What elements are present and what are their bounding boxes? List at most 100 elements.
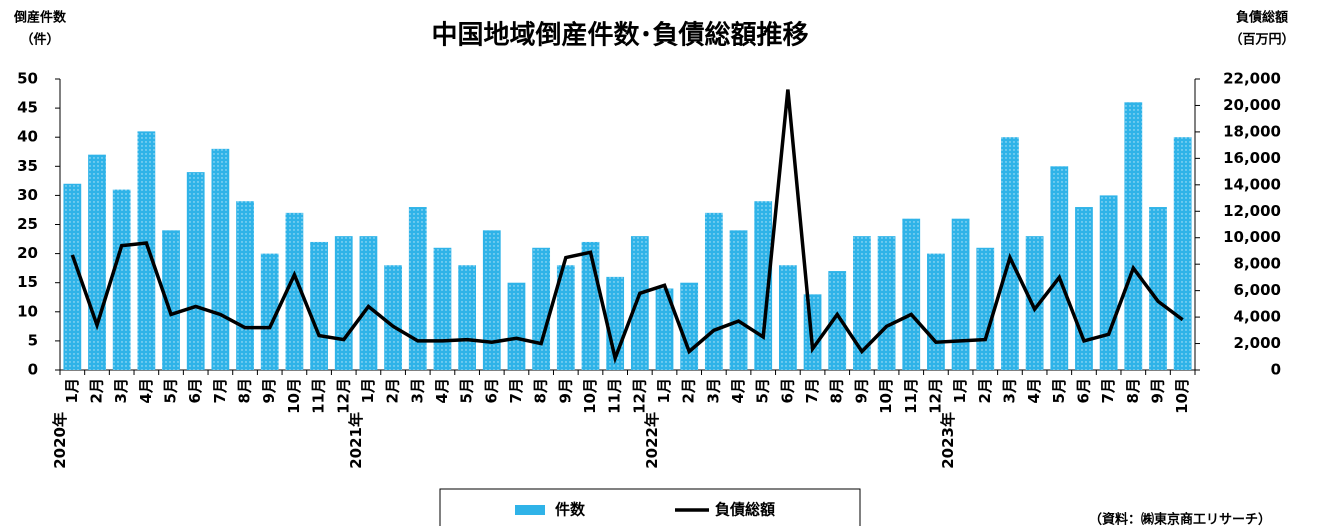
bar-texture <box>236 201 254 370</box>
x-tick-label: 5月 <box>162 378 180 403</box>
bar-texture <box>1124 102 1143 370</box>
bar-texture <box>951 218 970 370</box>
y2-tick-label: 18,000 <box>1223 122 1281 140</box>
bar-texture <box>88 154 106 370</box>
x-tick-label: 12月 <box>926 378 944 414</box>
bar-texture <box>532 247 551 370</box>
y2-axis-label: （百万円） <box>1229 32 1294 48</box>
x-tick-label: 9月 <box>260 378 278 403</box>
y2-tick-label: 14,000 <box>1223 175 1281 193</box>
y-tick-label: 40 <box>17 128 38 146</box>
legend-box <box>439 488 861 526</box>
x-tick-label: 9月 <box>852 378 870 403</box>
bar-texture <box>828 271 847 370</box>
x-tick-label: 1月 <box>951 378 969 403</box>
y-axis-label: 倒産件数 <box>13 10 67 26</box>
bar-texture <box>310 241 328 370</box>
year-label: 2020年 <box>51 412 69 469</box>
y-tick-label: 50 <box>17 70 38 88</box>
x-tick-label: 7月 <box>803 378 821 403</box>
bar-texture <box>630 236 649 370</box>
x-tick-label: 6月 <box>482 378 500 403</box>
x-tick-label: 12月 <box>630 378 648 414</box>
x-tick-label: 8月 <box>236 378 254 403</box>
bar-texture <box>729 230 748 370</box>
year-label: 2023年 <box>939 412 957 469</box>
bar-texture <box>853 236 871 370</box>
bar-texture <box>1149 207 1167 370</box>
y-tick-label: 25 <box>17 215 38 233</box>
bar-texture <box>877 236 896 370</box>
chart-title: 中国地域倒産件数･負債総額推移 <box>431 20 808 51</box>
x-tick-label: 1月 <box>655 378 673 403</box>
x-tick-label: 5月 <box>754 378 772 403</box>
bar-texture <box>433 247 452 370</box>
x-tick-label: 10月 <box>1173 378 1191 414</box>
bar-texture <box>1099 195 1118 370</box>
legend-label: 件数 <box>555 501 586 519</box>
x-tick-label: 6月 <box>778 378 796 403</box>
legend-label: 負債総額 <box>715 501 775 519</box>
x-tick-label: 6月 <box>186 378 204 403</box>
x-tick-label: 2月 <box>384 378 402 403</box>
x-tick-label: 9月 <box>1148 378 1166 403</box>
y2-tick-label: 16,000 <box>1223 149 1281 167</box>
year-label: 2021年 <box>347 412 365 469</box>
x-tick-label: 7月 <box>211 378 229 403</box>
y-tick-label: 0 <box>28 361 38 379</box>
x-tick-label: 3月 <box>408 378 426 403</box>
bar-texture <box>754 201 773 370</box>
bar-texture <box>1025 236 1044 370</box>
y-axis-label: （件） <box>20 32 59 48</box>
y2-axis-label: 負債総額 <box>1236 10 1288 26</box>
y2-tick-label: 4,000 <box>1234 308 1281 326</box>
x-tick-label: 3月 <box>704 378 722 403</box>
x-tick-label: 2月 <box>680 378 698 403</box>
bar-texture <box>334 236 353 370</box>
x-tick-label: 5月 <box>458 378 476 403</box>
bar-texture <box>137 131 156 370</box>
x-tick-label: 3月 <box>112 378 130 403</box>
bar-texture <box>458 265 477 370</box>
year-label: 2022年 <box>643 412 661 469</box>
x-tick-label: 1月 <box>63 378 81 403</box>
y-tick-label: 35 <box>17 157 38 175</box>
x-tick-label: 3月 <box>1000 378 1018 403</box>
bar-texture <box>112 189 131 370</box>
x-tick-label: 12月 <box>334 378 352 414</box>
bar-texture <box>680 282 699 370</box>
y-tick-label: 45 <box>17 99 38 117</box>
bar-texture <box>359 236 378 370</box>
bar-texture <box>704 212 723 370</box>
x-tick-label: 6月 <box>1074 378 1092 403</box>
x-tick-label: 7月 <box>1099 378 1117 403</box>
y2-tick-label: 8,000 <box>1234 255 1281 273</box>
x-tick-label: 4月 <box>137 378 155 403</box>
bar-texture <box>482 230 501 370</box>
y2-tick-label: 6,000 <box>1234 281 1281 299</box>
x-tick-label: 10月 <box>877 378 895 414</box>
bar-texture <box>186 172 205 370</box>
x-tick-label: 4月 <box>1025 378 1043 403</box>
y-tick-label: 15 <box>17 273 38 291</box>
x-tick-label: 9月 <box>556 378 574 403</box>
y2-tick-label: 12,000 <box>1223 202 1281 220</box>
bar-texture <box>556 265 575 370</box>
bar-texture <box>384 265 402 370</box>
x-tick-label: 8月 <box>828 378 846 403</box>
x-tick-label: 10月 <box>285 378 303 414</box>
bar-texture <box>162 230 180 370</box>
y2-tick-label: 10,000 <box>1223 228 1281 246</box>
legend-swatch <box>515 505 545 515</box>
y-tick-label: 30 <box>17 186 38 204</box>
x-tick-label: 11月 <box>310 378 328 414</box>
bar-texture <box>1050 166 1069 370</box>
x-tick-label: 10月 <box>581 378 599 414</box>
bar-texture <box>655 288 674 370</box>
x-tick-label: 8月 <box>1124 378 1142 403</box>
x-tick-label: 2月 <box>88 378 106 403</box>
x-tick-label: 8月 <box>532 378 550 403</box>
bar-texture <box>211 148 230 370</box>
bar-texture <box>260 253 279 370</box>
